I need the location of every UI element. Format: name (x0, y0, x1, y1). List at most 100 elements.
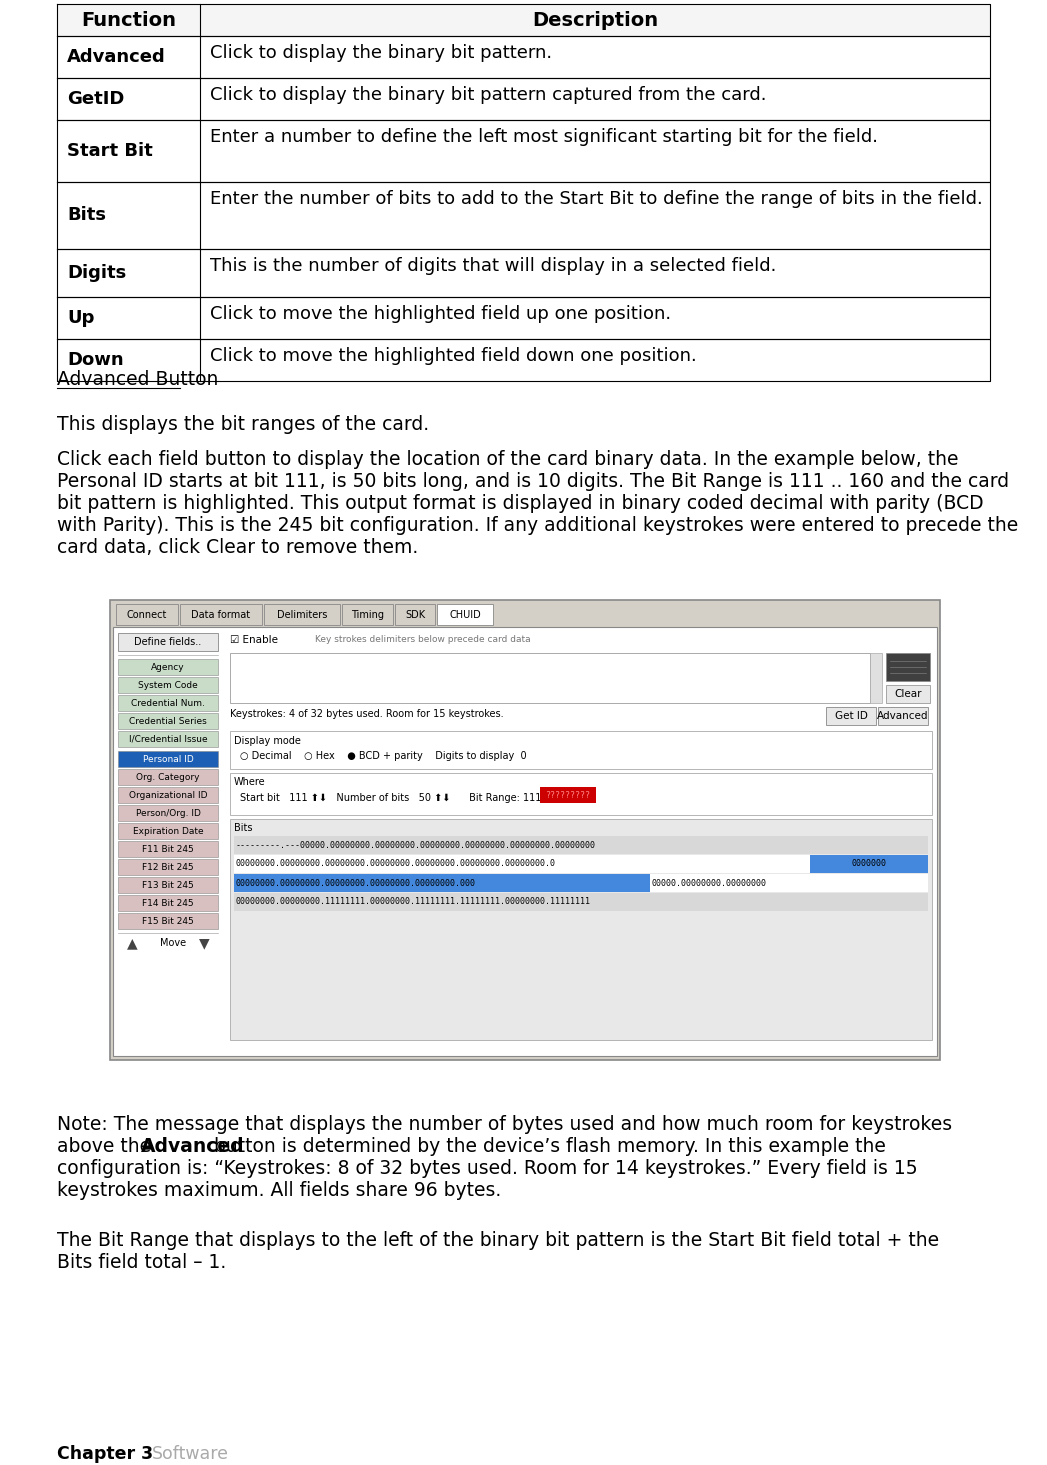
Text: Start Bit: Start Bit (67, 142, 153, 160)
Text: F14 Bit 245: F14 Bit 245 (142, 898, 194, 907)
FancyBboxPatch shape (233, 875, 650, 892)
FancyBboxPatch shape (886, 653, 930, 681)
Text: Org. Category: Org. Category (136, 772, 200, 781)
Text: Advanced Button: Advanced Button (57, 371, 219, 390)
Text: Software: Software (152, 1444, 229, 1464)
Text: Click to display the binary bit pattern captured from the card.: Click to display the binary bit pattern … (210, 86, 766, 104)
FancyBboxPatch shape (118, 787, 218, 803)
FancyBboxPatch shape (233, 875, 928, 892)
Text: Start bit   111 ⬆⬇   Number of bits   50 ⬆⬇      Bit Range: 111 .. 160: Start bit 111 ⬆⬇ Number of bits 50 ⬆⬇ Bi… (240, 793, 572, 803)
Text: Description: Description (532, 10, 659, 29)
Text: keystrokes maximum. All fields share 96 bytes.: keystrokes maximum. All fields share 96 … (57, 1181, 502, 1200)
FancyBboxPatch shape (118, 913, 218, 929)
FancyBboxPatch shape (118, 752, 218, 768)
Text: Up: Up (67, 309, 94, 327)
FancyBboxPatch shape (437, 604, 493, 626)
FancyBboxPatch shape (57, 4, 990, 37)
FancyBboxPatch shape (233, 837, 928, 854)
Text: Chapter 3: Chapter 3 (57, 1444, 153, 1464)
Text: ▲: ▲ (127, 936, 137, 949)
FancyBboxPatch shape (264, 604, 340, 626)
Text: CHUID: CHUID (449, 609, 481, 620)
Text: 0000000: 0000000 (851, 860, 887, 869)
FancyBboxPatch shape (110, 601, 940, 1061)
Text: above the: above the (57, 1137, 157, 1156)
Text: Credential Num.: Credential Num. (131, 699, 205, 708)
Text: Click each field button to display the location of the card binary data. In the : Click each field button to display the l… (57, 450, 958, 469)
Text: F13 Bit 245: F13 Bit 245 (142, 880, 194, 889)
FancyBboxPatch shape (118, 769, 218, 785)
FancyBboxPatch shape (118, 713, 218, 730)
Text: This displays the bit ranges of the card.: This displays the bit ranges of the card… (57, 415, 429, 434)
FancyBboxPatch shape (118, 858, 218, 875)
Text: Enter a number to define the left most significant starting bit for the field.: Enter a number to define the left most s… (210, 127, 878, 146)
Text: SDK: SDK (405, 609, 425, 620)
FancyBboxPatch shape (118, 823, 218, 839)
Text: Credential Series: Credential Series (129, 716, 207, 725)
Text: ▼: ▼ (199, 936, 209, 949)
Text: System Code: System Code (138, 681, 198, 690)
Text: Function: Function (81, 10, 176, 29)
Text: Expiration Date: Expiration Date (133, 826, 203, 835)
Text: F12 Bit 245: F12 Bit 245 (142, 863, 194, 872)
Text: Click to display the binary bit pattern.: Click to display the binary bit pattern. (210, 44, 552, 62)
Text: Click to move the highlighted field down one position.: Click to move the highlighted field down… (210, 347, 696, 365)
Text: Data format: Data format (192, 609, 250, 620)
Text: Where: Where (233, 776, 266, 787)
Text: Note: The message that displays the number of bytes used and how much room for k: Note: The message that displays the numb… (57, 1115, 952, 1134)
Text: Keystrokes: 4 of 32 bytes used. Room for 15 keystrokes.: Keystrokes: 4 of 32 bytes used. Room for… (230, 709, 504, 719)
FancyBboxPatch shape (118, 804, 218, 820)
Text: Define fields..: Define fields.. (134, 637, 202, 648)
FancyBboxPatch shape (342, 604, 393, 626)
Text: Enter the number of bits to add to the Start Bit to define the range of bits in : Enter the number of bits to add to the S… (210, 190, 983, 208)
Text: Bits: Bits (233, 823, 252, 834)
Text: ?????????: ????????? (545, 791, 591, 800)
FancyBboxPatch shape (118, 694, 218, 711)
Text: Personal ID: Personal ID (142, 754, 194, 763)
Text: Advanced: Advanced (67, 48, 165, 66)
Text: Display mode: Display mode (233, 735, 300, 746)
Text: Clear: Clear (894, 689, 921, 699)
Text: Organizational ID: Organizational ID (129, 791, 207, 800)
Text: with Parity). This is the 245 bit configuration. If any additional keystrokes we: with Parity). This is the 245 bit config… (57, 516, 1019, 535)
FancyBboxPatch shape (810, 856, 928, 873)
FancyBboxPatch shape (870, 653, 882, 703)
FancyBboxPatch shape (233, 894, 928, 911)
Text: Down: Down (67, 352, 124, 369)
Text: I/Credential Issue: I/Credential Issue (129, 734, 207, 744)
FancyBboxPatch shape (118, 731, 218, 747)
Text: Timing: Timing (351, 609, 384, 620)
Text: This is the number of digits that will display in a selected field.: This is the number of digits that will d… (210, 256, 777, 275)
Text: 00000000.00000000.00000000.00000000.00000000.000: 00000000.00000000.00000000.00000000.0000… (236, 879, 476, 888)
FancyBboxPatch shape (230, 774, 932, 815)
Text: ---------.---00000.00000000.00000000.00000000.00000000.00000000.00000000: ---------.---00000.00000000.00000000.000… (236, 841, 596, 850)
FancyBboxPatch shape (118, 878, 218, 894)
FancyBboxPatch shape (118, 633, 218, 650)
FancyBboxPatch shape (886, 686, 930, 703)
Text: bit pattern is highlighted. This output format is displayed in binary coded deci: bit pattern is highlighted. This output … (57, 494, 983, 513)
FancyBboxPatch shape (180, 604, 262, 626)
FancyBboxPatch shape (118, 841, 218, 857)
Text: Move: Move (160, 938, 186, 948)
FancyBboxPatch shape (118, 677, 218, 693)
FancyBboxPatch shape (230, 819, 932, 1040)
FancyBboxPatch shape (118, 895, 218, 911)
Text: Get ID: Get ID (834, 711, 867, 721)
Text: GetID: GetID (67, 89, 125, 108)
Text: F11 Bit 245: F11 Bit 245 (142, 844, 194, 854)
Text: button is determined by the device’s flash memory. In this example the: button is determined by the device’s fla… (207, 1137, 886, 1156)
FancyBboxPatch shape (540, 787, 596, 803)
Text: Digits: Digits (67, 264, 127, 281)
Text: Advanced: Advanced (877, 711, 929, 721)
FancyBboxPatch shape (230, 731, 932, 769)
Text: Person/Org. ID: Person/Org. ID (135, 809, 200, 817)
Text: Key strokes delimiters below precede card data: Key strokes delimiters below precede car… (315, 634, 531, 645)
Text: Bits: Bits (67, 207, 106, 224)
Text: Connect: Connect (127, 609, 168, 620)
FancyBboxPatch shape (113, 627, 937, 1056)
Text: Advanced: Advanced (140, 1137, 244, 1156)
Text: ○ Decimal    ○ Hex    ● BCD + parity    Digits to display  0: ○ Decimal ○ Hex ● BCD + parity Digits to… (240, 752, 527, 760)
Text: configuration is: “Keystrokes: 8 of 32 bytes used. Room for 14 keystrokes.” Ever: configuration is: “Keystrokes: 8 of 32 b… (57, 1159, 917, 1178)
FancyBboxPatch shape (233, 856, 928, 873)
Text: 00000000.00000000.00000000.00000000.00000000.00000000.00000000.0: 00000000.00000000.00000000.00000000.0000… (236, 860, 556, 869)
